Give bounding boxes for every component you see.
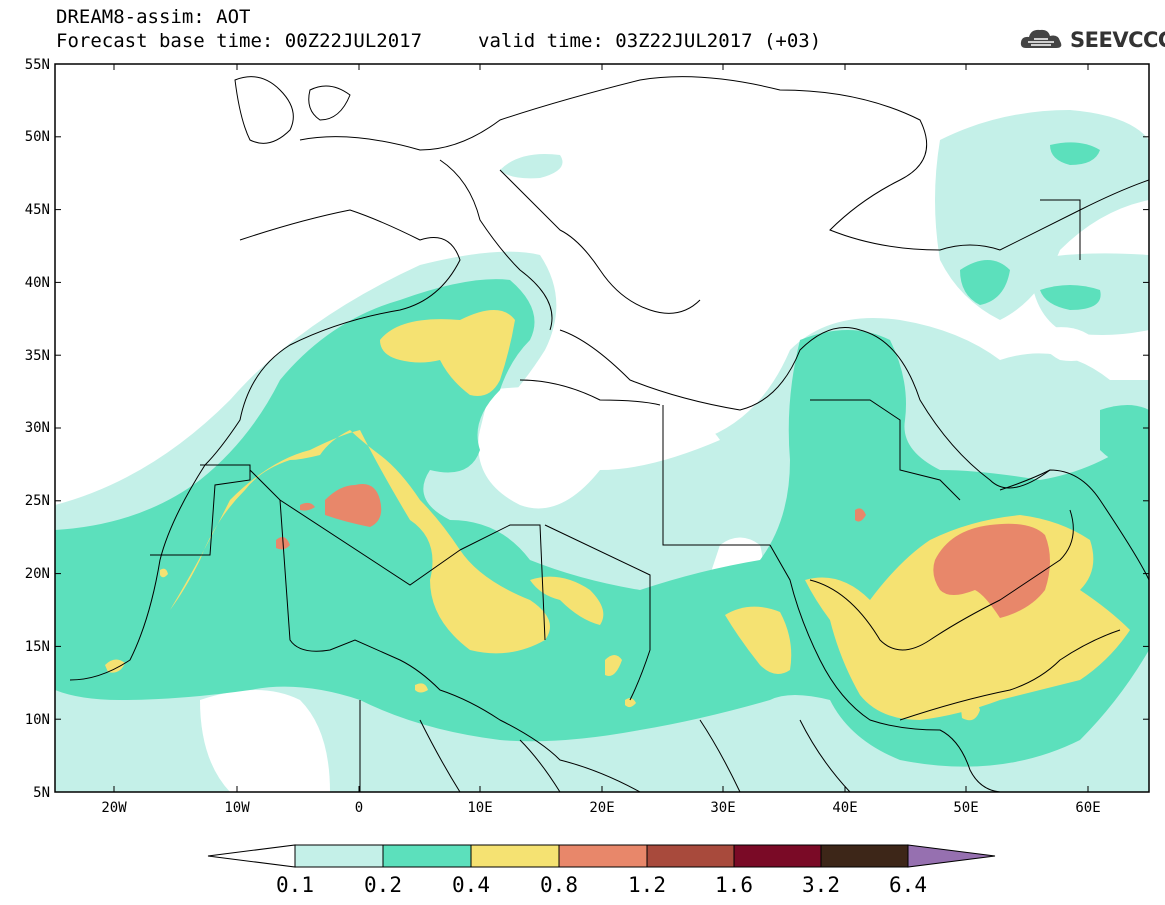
country-borders	[69, 76, 1149, 792]
aot-level-1.2	[276, 484, 1050, 618]
colorbar-box	[294, 844, 384, 868]
valid-time: valid time: 03Z22JUL2017 (+03)	[478, 30, 822, 52]
lat-label: 30N	[25, 420, 50, 436]
lat-label: 20N	[25, 566, 50, 582]
lon-label: 10E	[467, 800, 492, 816]
lat-label: 25N	[25, 493, 50, 509]
colorbar-label: 1.2	[628, 873, 666, 897]
colorbar-box	[558, 844, 648, 868]
colorbar-label: 1.6	[715, 873, 753, 897]
colorbar-low-arrow	[207, 844, 296, 868]
clear-areas	[200, 327, 1100, 792]
aot-fields	[55, 76, 1149, 792]
lat-label: 5N	[33, 785, 50, 801]
lon-label: 60E	[1075, 800, 1100, 816]
colorbar-box	[382, 844, 472, 868]
lat-axis: 55N 50N 45N 40N 35N 30N 25N 20N 15N 10N …	[25, 57, 50, 801]
colorbar-label: 0.8	[540, 873, 578, 897]
lat-label: 55N	[25, 57, 50, 73]
map-title: DREAM8-assim: AOT	[56, 6, 251, 28]
colorbar-box	[646, 844, 735, 868]
seevccc-logo: SEEVCCC	[1018, 24, 1165, 56]
colorbar-box	[820, 844, 909, 868]
lon-label: 50E	[953, 800, 978, 816]
axis-ticks	[55, 63, 1149, 793]
logo-text: SEEVCCC	[1070, 28, 1165, 52]
forecast-base-time: Forecast base time: 00Z22JUL2017	[56, 30, 423, 52]
lon-label: 30E	[710, 800, 735, 816]
colorbar-label: 0.2	[364, 873, 402, 897]
lon-label: 10W	[224, 800, 250, 816]
colorbar-label: 6.4	[889, 873, 927, 897]
cloud-icon	[1020, 29, 1062, 48]
colorbar: 0.1 0.2 0.4 0.8 1.2 1.6 3.2 6.4	[207, 844, 996, 897]
lon-label: 20W	[101, 800, 127, 816]
lon-axis: 20W 10W 0 10E 20E 30E 40E 50E 60E	[101, 800, 1100, 816]
lat-label: 50N	[25, 129, 50, 145]
colorbar-label: 3.2	[802, 873, 840, 897]
lat-label: 15N	[25, 639, 50, 655]
lon-label: 0	[355, 800, 363, 816]
lat-label: 40N	[25, 275, 50, 291]
lat-label: 45N	[25, 202, 50, 218]
lat-label: 35N	[25, 348, 50, 364]
colorbar-label: 0.1	[276, 873, 314, 897]
colorbar-label: 0.4	[452, 873, 490, 897]
colorbar-box	[470, 844, 560, 868]
lat-label: 10N	[25, 712, 50, 728]
lon-label: 40E	[832, 800, 857, 816]
colorbar-high-arrow	[907, 844, 996, 868]
colorbar-box	[733, 844, 822, 868]
lon-label: 20E	[589, 800, 614, 816]
